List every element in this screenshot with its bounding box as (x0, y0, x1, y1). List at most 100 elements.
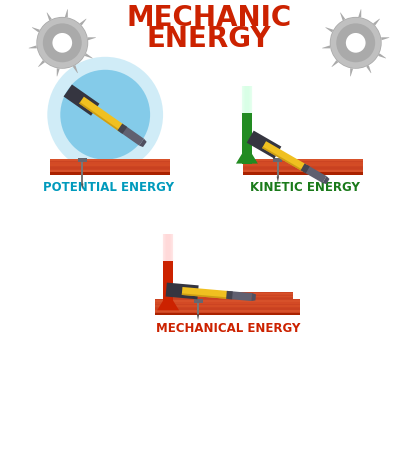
Bar (163, 235, 173, 263)
Text: POTENTIAL ENERGY: POTENTIAL ENERGY (43, 180, 174, 194)
Bar (244, 86, 250, 116)
Bar (241, 86, 252, 116)
Bar (155, 310, 300, 312)
Bar (243, 167, 363, 169)
Polygon shape (57, 68, 60, 77)
Polygon shape (331, 60, 339, 67)
Circle shape (36, 17, 88, 69)
Bar (81, 158, 84, 184)
Bar (50, 162, 170, 164)
Polygon shape (226, 291, 233, 299)
Bar (243, 86, 251, 116)
Bar (50, 164, 170, 166)
Bar (242, 86, 252, 116)
Bar (155, 313, 300, 315)
Bar (243, 172, 363, 174)
Polygon shape (340, 13, 345, 20)
Polygon shape (366, 65, 371, 73)
Bar (243, 170, 363, 172)
Bar (50, 167, 170, 169)
Bar (155, 302, 300, 304)
Bar (194, 299, 202, 303)
Bar (242, 86, 252, 116)
Bar (163, 298, 293, 299)
Polygon shape (79, 97, 125, 132)
Circle shape (43, 24, 82, 63)
Polygon shape (236, 146, 258, 164)
Polygon shape (373, 19, 380, 25)
Polygon shape (378, 53, 386, 58)
Circle shape (37, 18, 87, 68)
Bar (243, 86, 251, 116)
Bar (165, 235, 171, 263)
Bar (155, 313, 300, 315)
Bar (243, 158, 363, 174)
Bar (243, 172, 363, 174)
Polygon shape (157, 292, 179, 310)
Polygon shape (251, 293, 256, 301)
Bar (164, 235, 172, 263)
Text: KINETIC ENERGY: KINETIC ENERGY (250, 180, 360, 194)
Circle shape (60, 70, 150, 160)
Circle shape (336, 24, 375, 63)
Bar (163, 294, 293, 296)
Bar (163, 301, 293, 302)
Polygon shape (323, 176, 329, 184)
Polygon shape (117, 124, 127, 134)
Polygon shape (247, 131, 281, 159)
Polygon shape (64, 81, 74, 96)
Bar (50, 159, 170, 161)
Bar (165, 235, 171, 263)
Polygon shape (301, 164, 310, 173)
Circle shape (47, 57, 163, 172)
Bar (197, 300, 199, 314)
Bar (50, 172, 170, 174)
Circle shape (330, 17, 382, 69)
Polygon shape (139, 139, 147, 147)
Text: ENERGY: ENERGY (147, 25, 271, 53)
Polygon shape (85, 53, 93, 58)
Polygon shape (47, 13, 52, 20)
Bar (155, 300, 300, 302)
Polygon shape (65, 9, 68, 17)
Bar (155, 299, 300, 315)
Bar (163, 292, 293, 302)
Bar (243, 162, 363, 164)
Bar (240, 86, 253, 116)
Bar (277, 158, 279, 177)
Polygon shape (262, 141, 307, 172)
Bar (162, 235, 174, 263)
Polygon shape (79, 102, 121, 132)
Bar (242, 113, 252, 164)
Bar (243, 164, 363, 166)
Polygon shape (88, 37, 96, 40)
Polygon shape (64, 85, 99, 116)
Bar (163, 296, 293, 297)
Bar (163, 235, 173, 263)
Bar (243, 159, 363, 161)
Polygon shape (81, 184, 84, 189)
Polygon shape (182, 287, 230, 299)
Bar (163, 260, 173, 310)
Polygon shape (325, 27, 333, 32)
Polygon shape (229, 291, 252, 301)
Bar (155, 305, 300, 307)
Bar (162, 235, 175, 263)
Polygon shape (197, 314, 199, 320)
Polygon shape (166, 278, 167, 297)
Polygon shape (32, 27, 40, 32)
Bar (50, 158, 170, 174)
Bar (163, 301, 293, 302)
Polygon shape (277, 177, 279, 182)
Bar (78, 157, 87, 162)
Bar (244, 86, 250, 116)
Bar (273, 157, 282, 162)
Bar (155, 308, 300, 310)
Polygon shape (262, 147, 304, 172)
Polygon shape (182, 293, 229, 299)
Circle shape (346, 33, 366, 53)
Polygon shape (247, 127, 256, 143)
Bar (242, 86, 252, 113)
Bar (163, 235, 173, 263)
Polygon shape (322, 46, 330, 48)
